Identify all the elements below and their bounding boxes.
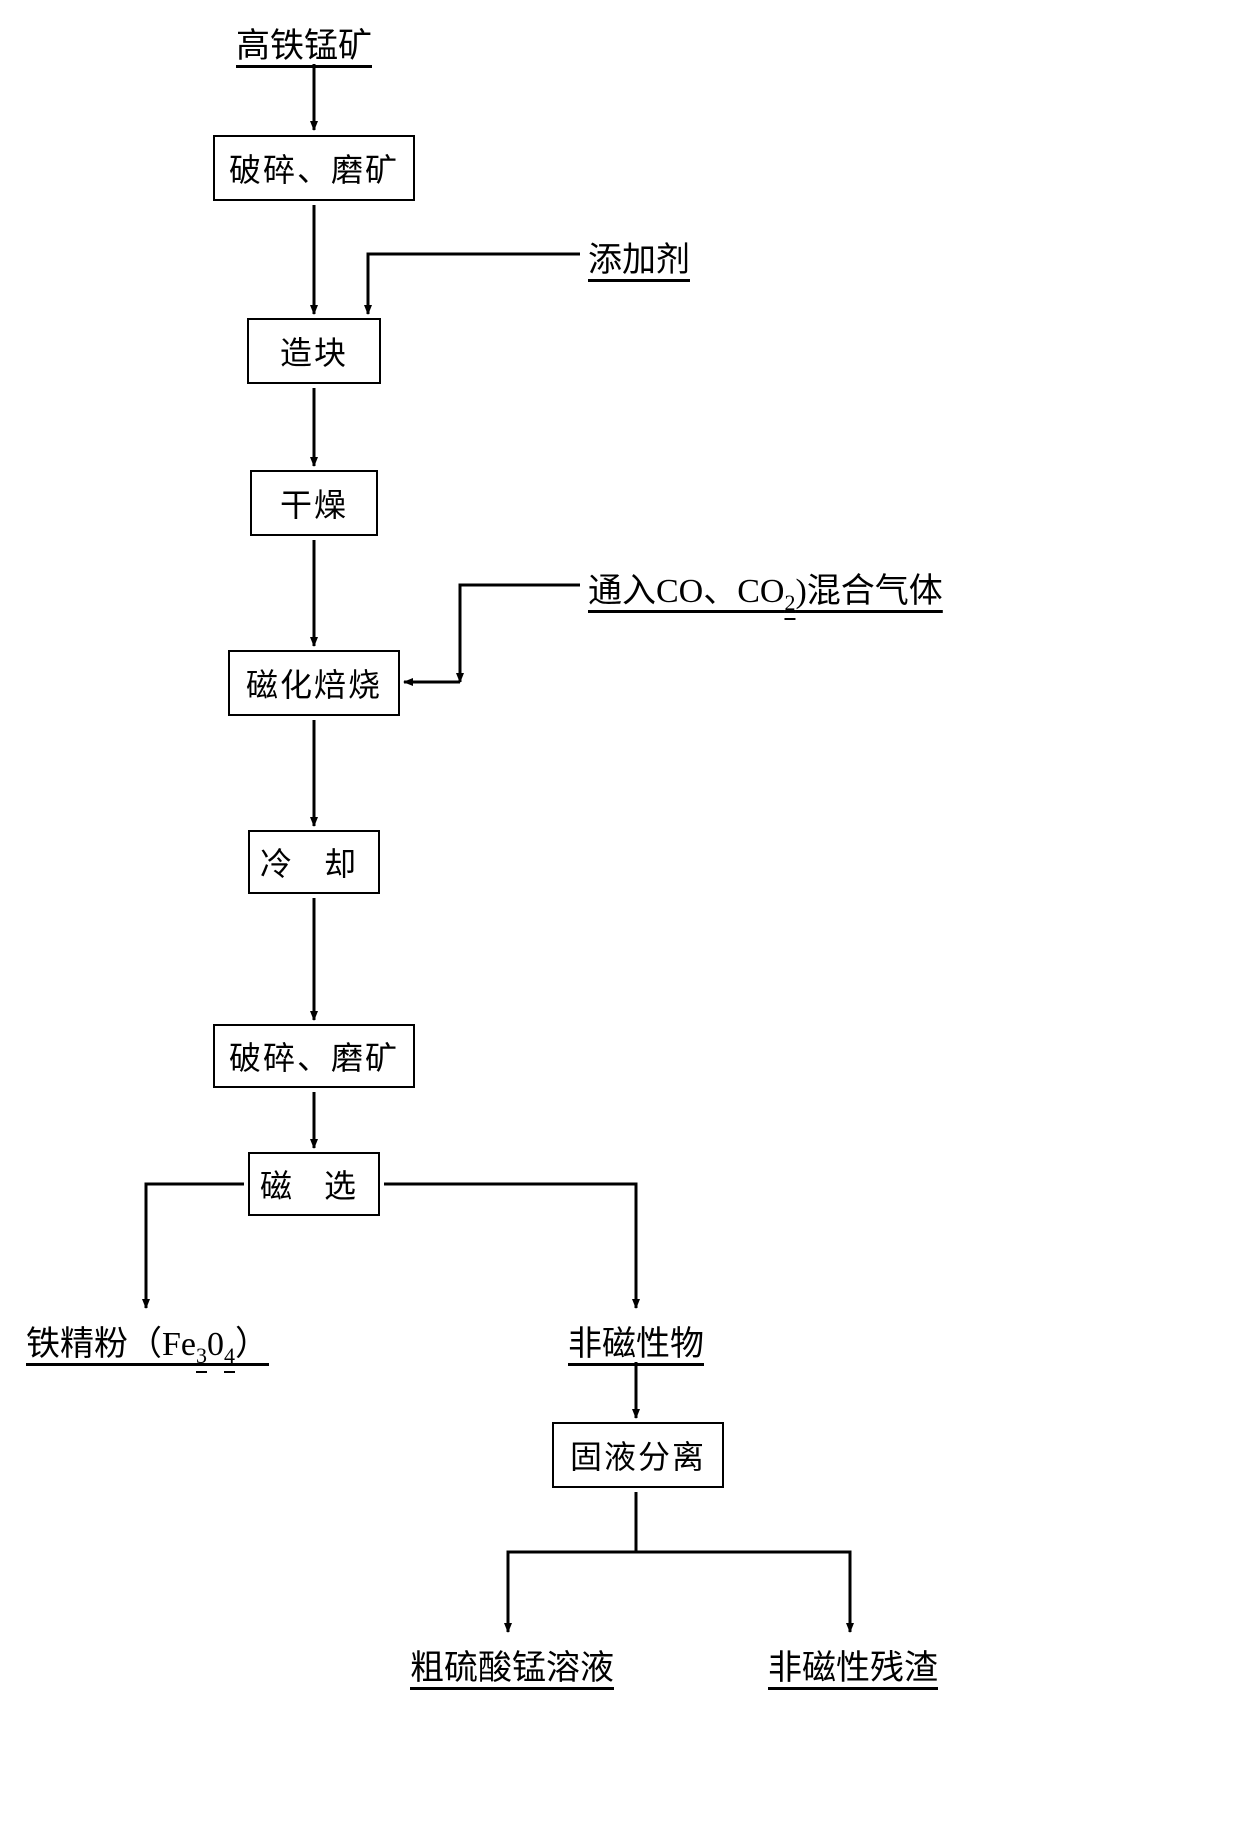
iron-label-part1: 铁精粉（Fe <box>26 1326 196 1363</box>
node-output-residue: 非磁性残渣 <box>768 1640 938 1689</box>
gas-label-part1: 通入CO、CO <box>588 573 784 610</box>
iron-sub4: 4 <box>224 1343 235 1368</box>
gas-label-part2: )混合气体 <box>795 573 942 610</box>
node-output-nonmag: 非磁性物 <box>568 1316 704 1365</box>
node-step-magsep: 磁 选 <box>248 1152 380 1216</box>
node-step-dry: 干燥 <box>250 470 378 536</box>
iron-label-part2: ） <box>235 1326 269 1363</box>
iron-sub3: 3 <box>196 1343 207 1368</box>
iron-label-0: 0 <box>207 1326 224 1363</box>
node-step-slsep: 固液分离 <box>552 1422 724 1488</box>
node-step-crush1: 破碎、磨矿 <box>213 135 415 201</box>
node-gas-input: 通入CO、CO2)混合气体 <box>588 563 943 616</box>
node-step-cool: 冷 却 <box>248 830 380 894</box>
flowchart-container: 高铁锰矿 添加剂 通入CO、CO2)混合气体 铁精粉（Fe304） 非磁性物 粗… <box>0 0 1240 1827</box>
node-step-roast: 磁化焙烧 <box>228 650 400 716</box>
gas-sub2: 2 <box>784 590 795 615</box>
node-output-mnso4: 粗硫酸锰溶液 <box>410 1640 614 1689</box>
node-output-iron: 铁精粉（Fe304） <box>26 1316 269 1369</box>
node-input: 高铁锰矿 <box>236 18 372 67</box>
node-step-crush2: 破碎、磨矿 <box>213 1024 415 1088</box>
node-additive: 添加剂 <box>588 232 690 281</box>
node-step-briquette: 造块 <box>247 318 381 384</box>
